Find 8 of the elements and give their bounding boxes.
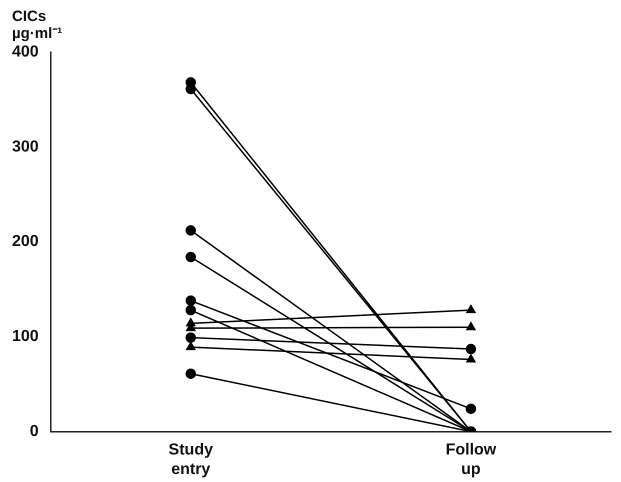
y-tick-label: 300 xyxy=(12,138,39,156)
y-tick-label: 100 xyxy=(12,328,39,346)
y-tick-label: 400 xyxy=(12,43,39,60)
y-axis-title: CICs µg·ml⁻¹ xyxy=(12,8,62,42)
x-tick-label: Study entry xyxy=(168,442,214,478)
x-tick-label: Follow up xyxy=(446,442,497,478)
y-tick-label: 0 xyxy=(30,423,39,440)
y-tick-label: 200 xyxy=(12,233,39,250)
